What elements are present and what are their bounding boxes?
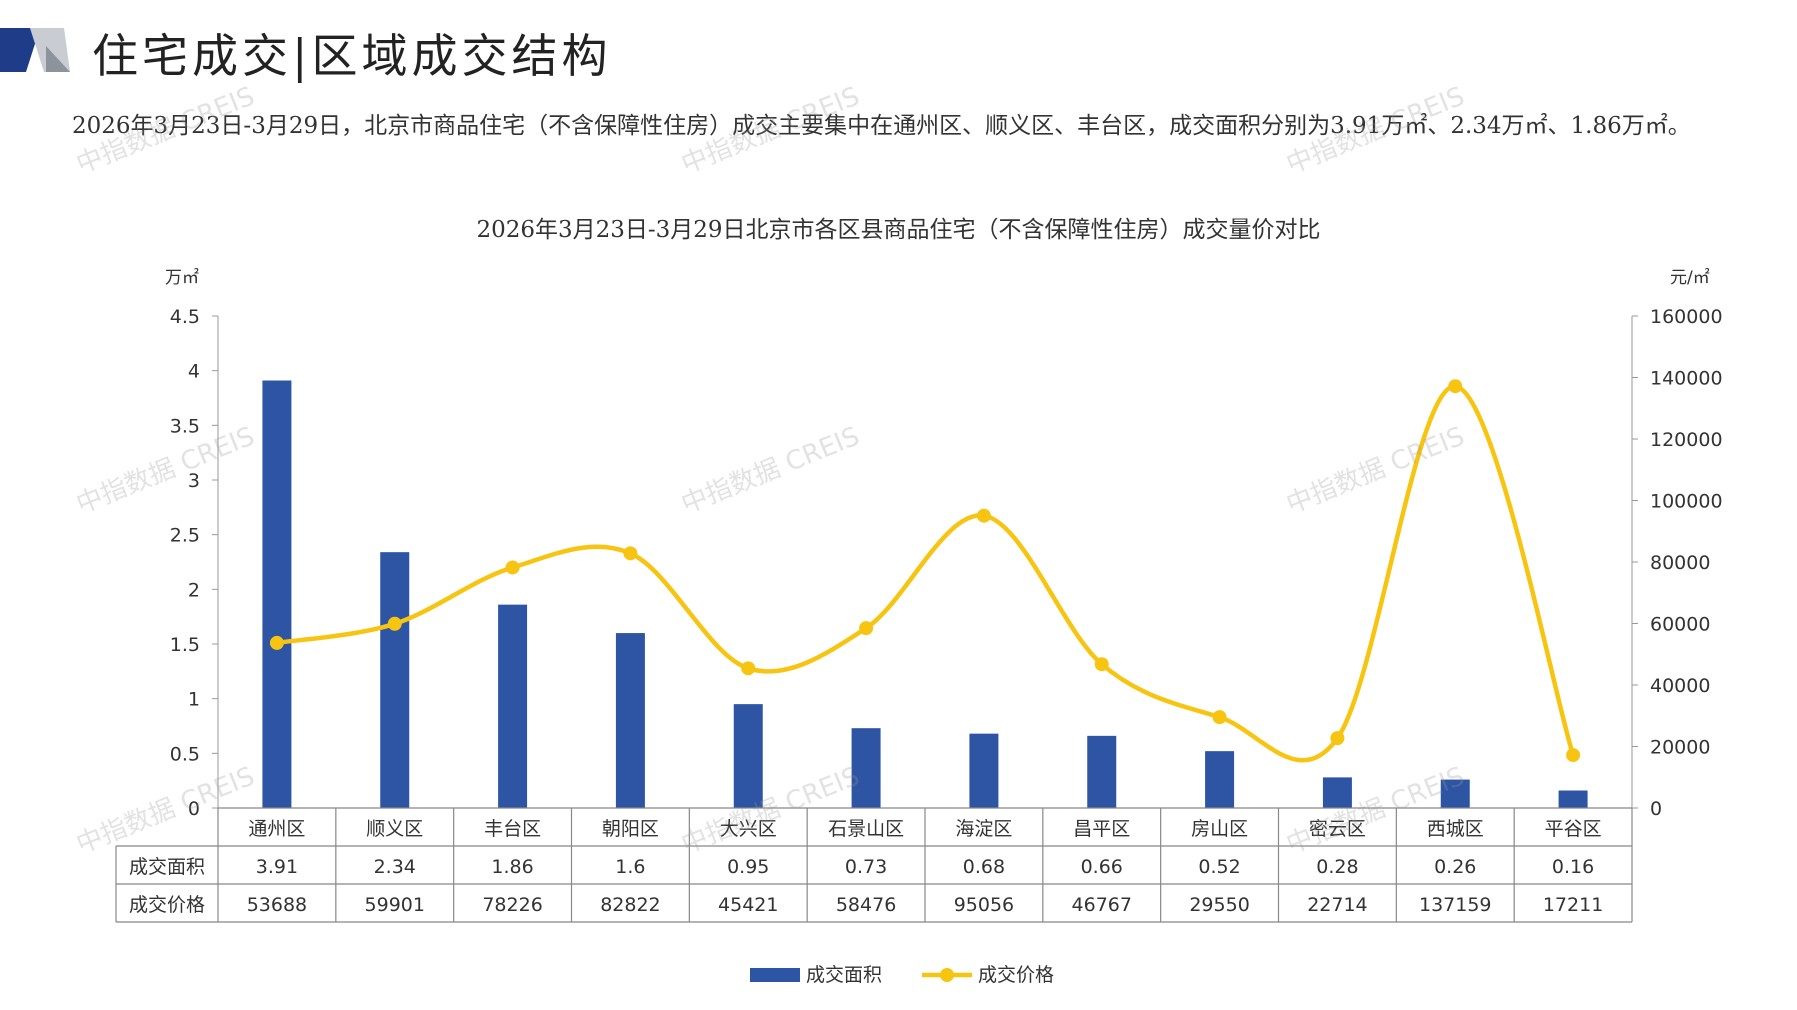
category-label: 石景山区 <box>828 818 904 840</box>
table-cell: 58476 <box>836 894 896 916</box>
price-point-7 <box>976 508 991 523</box>
left-tick-label: 0 <box>188 798 200 820</box>
bar-9 <box>1205 751 1235 808</box>
chart-title: 2026年3月23日-3月29日北京市各区县商品住宅（不含保障性住房）成交量价对… <box>476 217 1321 243</box>
table-cell: 0.52 <box>1198 856 1240 878</box>
table-cell: 17211 <box>1543 894 1603 916</box>
table-cell: 95056 <box>954 894 1014 916</box>
table-cell: 0.28 <box>1316 856 1358 878</box>
bar-2 <box>380 552 410 808</box>
left-axis-unit: 万㎡ <box>165 268 199 288</box>
table-cell: 2.34 <box>374 856 416 878</box>
price-line <box>276 383 1576 763</box>
bar-7 <box>969 733 999 808</box>
table-cell: 3.91 <box>256 856 298 878</box>
bar-6 <box>851 728 881 808</box>
left-tick-label: 3.5 <box>170 415 200 437</box>
right-tick-label: 40000 <box>1650 675 1710 697</box>
table-cell: 29550 <box>1189 894 1249 916</box>
right-tick-label: 100000 <box>1650 491 1723 513</box>
table-cell: 0.66 <box>1081 856 1123 878</box>
left-tick-label: 1.5 <box>170 634 200 656</box>
price-point-2 <box>387 616 402 631</box>
page-title: 住宅成交|区域成交结构 <box>92 29 612 83</box>
logo-icon <box>0 28 70 72</box>
bar-1 <box>262 380 292 808</box>
header: 住宅成交|区域成交结构 <box>0 0 1797 110</box>
right-axis-unit: 元/㎡ <box>1670 268 1710 288</box>
category-label: 海淀区 <box>955 818 1012 840</box>
table-cell: 46767 <box>1072 894 1132 916</box>
table-cell: 78226 <box>482 894 542 916</box>
table-cell: 53688 <box>247 894 307 916</box>
bar-4 <box>615 633 645 808</box>
price-point-6 <box>859 621 874 636</box>
price-point-9 <box>1212 710 1227 725</box>
price-point-1 <box>269 635 284 650</box>
price-point-12 <box>1566 748 1581 763</box>
bar-8 <box>1087 735 1117 808</box>
table-cell: 1.86 <box>491 856 533 878</box>
table-cell: 45421 <box>718 894 778 916</box>
category-label: 西城区 <box>1427 818 1484 840</box>
category-label: 房山区 <box>1191 818 1248 840</box>
legend-label: 成交价格 <box>978 964 1054 986</box>
bar-3 <box>498 604 528 808</box>
left-tick-label: 4 <box>188 361 200 383</box>
legend-bar-swatch <box>750 968 800 982</box>
table-row-label: 成交价格 <box>129 894 205 916</box>
price-point-5 <box>741 661 756 676</box>
left-tick-label: 0.5 <box>170 743 200 765</box>
table-cell: 22714 <box>1307 894 1367 916</box>
category-label: 通州区 <box>248 818 305 840</box>
right-tick-label: 120000 <box>1650 429 1723 451</box>
bar-12 <box>1558 790 1588 808</box>
right-tick-label: 20000 <box>1650 737 1710 759</box>
price-point-3 <box>505 560 520 575</box>
category-label: 丰台区 <box>484 818 541 840</box>
price-point-11 <box>1448 379 1463 394</box>
right-tick-label: 140000 <box>1650 368 1723 390</box>
table-cell: 82822 <box>600 894 660 916</box>
left-tick-label: 2 <box>188 579 200 601</box>
table-cell: 59901 <box>365 894 425 916</box>
right-tick-label: 160000 <box>1650 306 1723 328</box>
left-tick-label: 4.5 <box>170 306 200 328</box>
left-tick-label: 1 <box>188 689 200 711</box>
table-cell: 0.68 <box>963 856 1005 878</box>
bar-10 <box>1322 777 1352 808</box>
summary-text: 2026年3月23日-3月29日，北京市商品住宅（不含保障性住房）成交主要集中在… <box>72 113 1691 139</box>
right-tick-label: 0 <box>1650 798 1662 820</box>
table-cell: 0.95 <box>727 856 769 878</box>
table-cell: 1.6 <box>615 856 645 878</box>
price-point-4 <box>623 546 638 561</box>
left-tick-label: 3 <box>188 470 200 492</box>
bar-5 <box>733 704 763 808</box>
category-label: 顺义区 <box>366 818 423 840</box>
price-point-10 <box>1330 731 1345 746</box>
table-cell: 0.73 <box>845 856 887 878</box>
right-tick-label: 60000 <box>1650 614 1710 636</box>
bar-11 <box>1440 779 1470 808</box>
legend-line-marker <box>940 968 954 982</box>
category-label: 平谷区 <box>1545 818 1602 840</box>
chart: 0 0.5 1 1.5 2 2.5 3 3.5 4 4.5 万㎡ 0 20000 40000 60000 80… <box>115 268 1723 986</box>
right-tick-label: 80000 <box>1650 552 1710 574</box>
table-cell: 0.16 <box>1552 856 1594 878</box>
category-label: 朝阳区 <box>602 818 659 840</box>
price-point-8 <box>1094 657 1109 672</box>
left-tick-label: 2.5 <box>170 525 200 547</box>
table-cell: 0.26 <box>1434 856 1476 878</box>
table-cell: 137159 <box>1419 894 1492 916</box>
category-label: 密云区 <box>1309 818 1366 840</box>
category-label: 昌平区 <box>1073 818 1130 840</box>
table-row-label: 成交面积 <box>129 856 205 878</box>
category-label: 大兴区 <box>720 818 777 840</box>
legend-label: 成交面积 <box>806 964 882 986</box>
